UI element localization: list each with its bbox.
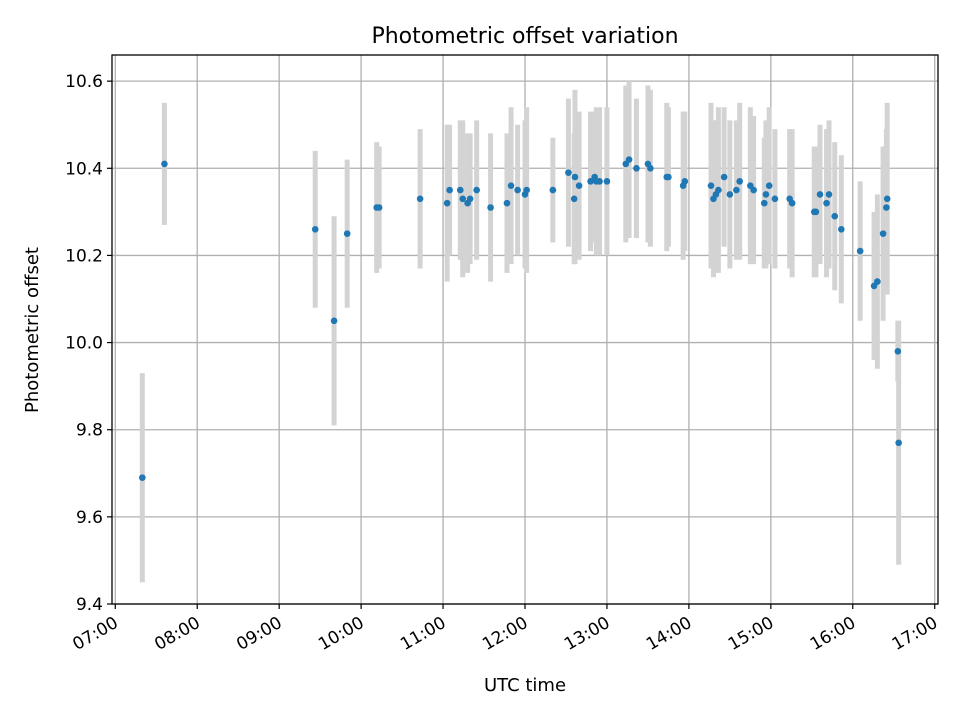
data-point (895, 439, 902, 447)
data-point (883, 195, 891, 203)
data-point (571, 173, 579, 181)
data-point (161, 160, 168, 168)
data-point (343, 230, 351, 237)
data-point (765, 182, 773, 190)
data-point (466, 195, 474, 203)
data-point (503, 199, 511, 207)
data-point (549, 186, 557, 194)
data-point (575, 182, 583, 190)
data-point (625, 156, 633, 163)
data-point (831, 212, 839, 220)
y-tick-label: 9.6 (76, 508, 103, 528)
data-point (473, 186, 480, 194)
y-axis-label: Photometric offset (22, 247, 43, 413)
y-axis-ticks: 9.4 9.6 9.8 10.0 10.2 10.4 10.6 (65, 72, 112, 615)
data-point (681, 178, 689, 185)
data-point (446, 186, 453, 194)
y-tick-label: 10.4 (65, 159, 103, 179)
data-point (459, 195, 467, 203)
data-point (816, 191, 824, 198)
data-point (894, 347, 902, 355)
data-point (311, 225, 319, 233)
data-point (874, 278, 881, 285)
y-tick-label: 9.8 (76, 421, 103, 441)
data-point (416, 195, 424, 203)
data-point (375, 204, 383, 211)
data-point (879, 230, 887, 237)
y-tick-label: 10.2 (65, 246, 103, 266)
data-point (856, 247, 864, 255)
data-point (514, 186, 521, 194)
y-tick-label: 9.4 (76, 595, 103, 615)
data-point (707, 182, 715, 190)
data-point (523, 186, 530, 194)
data-point (633, 164, 640, 172)
data-point (570, 195, 578, 203)
chart-title: Photometric offset variation (371, 24, 678, 49)
data-point (726, 191, 734, 198)
data-point (720, 173, 728, 181)
data-point (812, 208, 820, 216)
data-point (762, 191, 770, 198)
data-point (587, 178, 594, 185)
data-point (750, 186, 757, 194)
x-axis-label: UTC time (484, 675, 566, 696)
data-point (733, 186, 740, 194)
data-point (825, 191, 833, 198)
data-point (565, 169, 572, 176)
data-point (788, 199, 796, 207)
data-point (838, 225, 845, 233)
data-point (883, 204, 890, 211)
data-point (139, 474, 146, 481)
data-point (665, 173, 672, 181)
data-point (736, 178, 743, 185)
data-point (603, 178, 611, 185)
y-tick-label: 10.6 (65, 72, 103, 92)
data-point (596, 178, 603, 185)
data-point (443, 199, 451, 207)
data-point (771, 195, 779, 203)
data-point (647, 164, 654, 172)
data-point (507, 182, 515, 190)
data-point (456, 186, 464, 194)
data-point (330, 317, 338, 325)
data-point (760, 199, 768, 207)
y-tick-label: 10.0 (65, 334, 103, 354)
point-layer (139, 156, 902, 481)
data-point (487, 204, 494, 211)
data-point (715, 186, 722, 194)
data-point (823, 199, 830, 207)
